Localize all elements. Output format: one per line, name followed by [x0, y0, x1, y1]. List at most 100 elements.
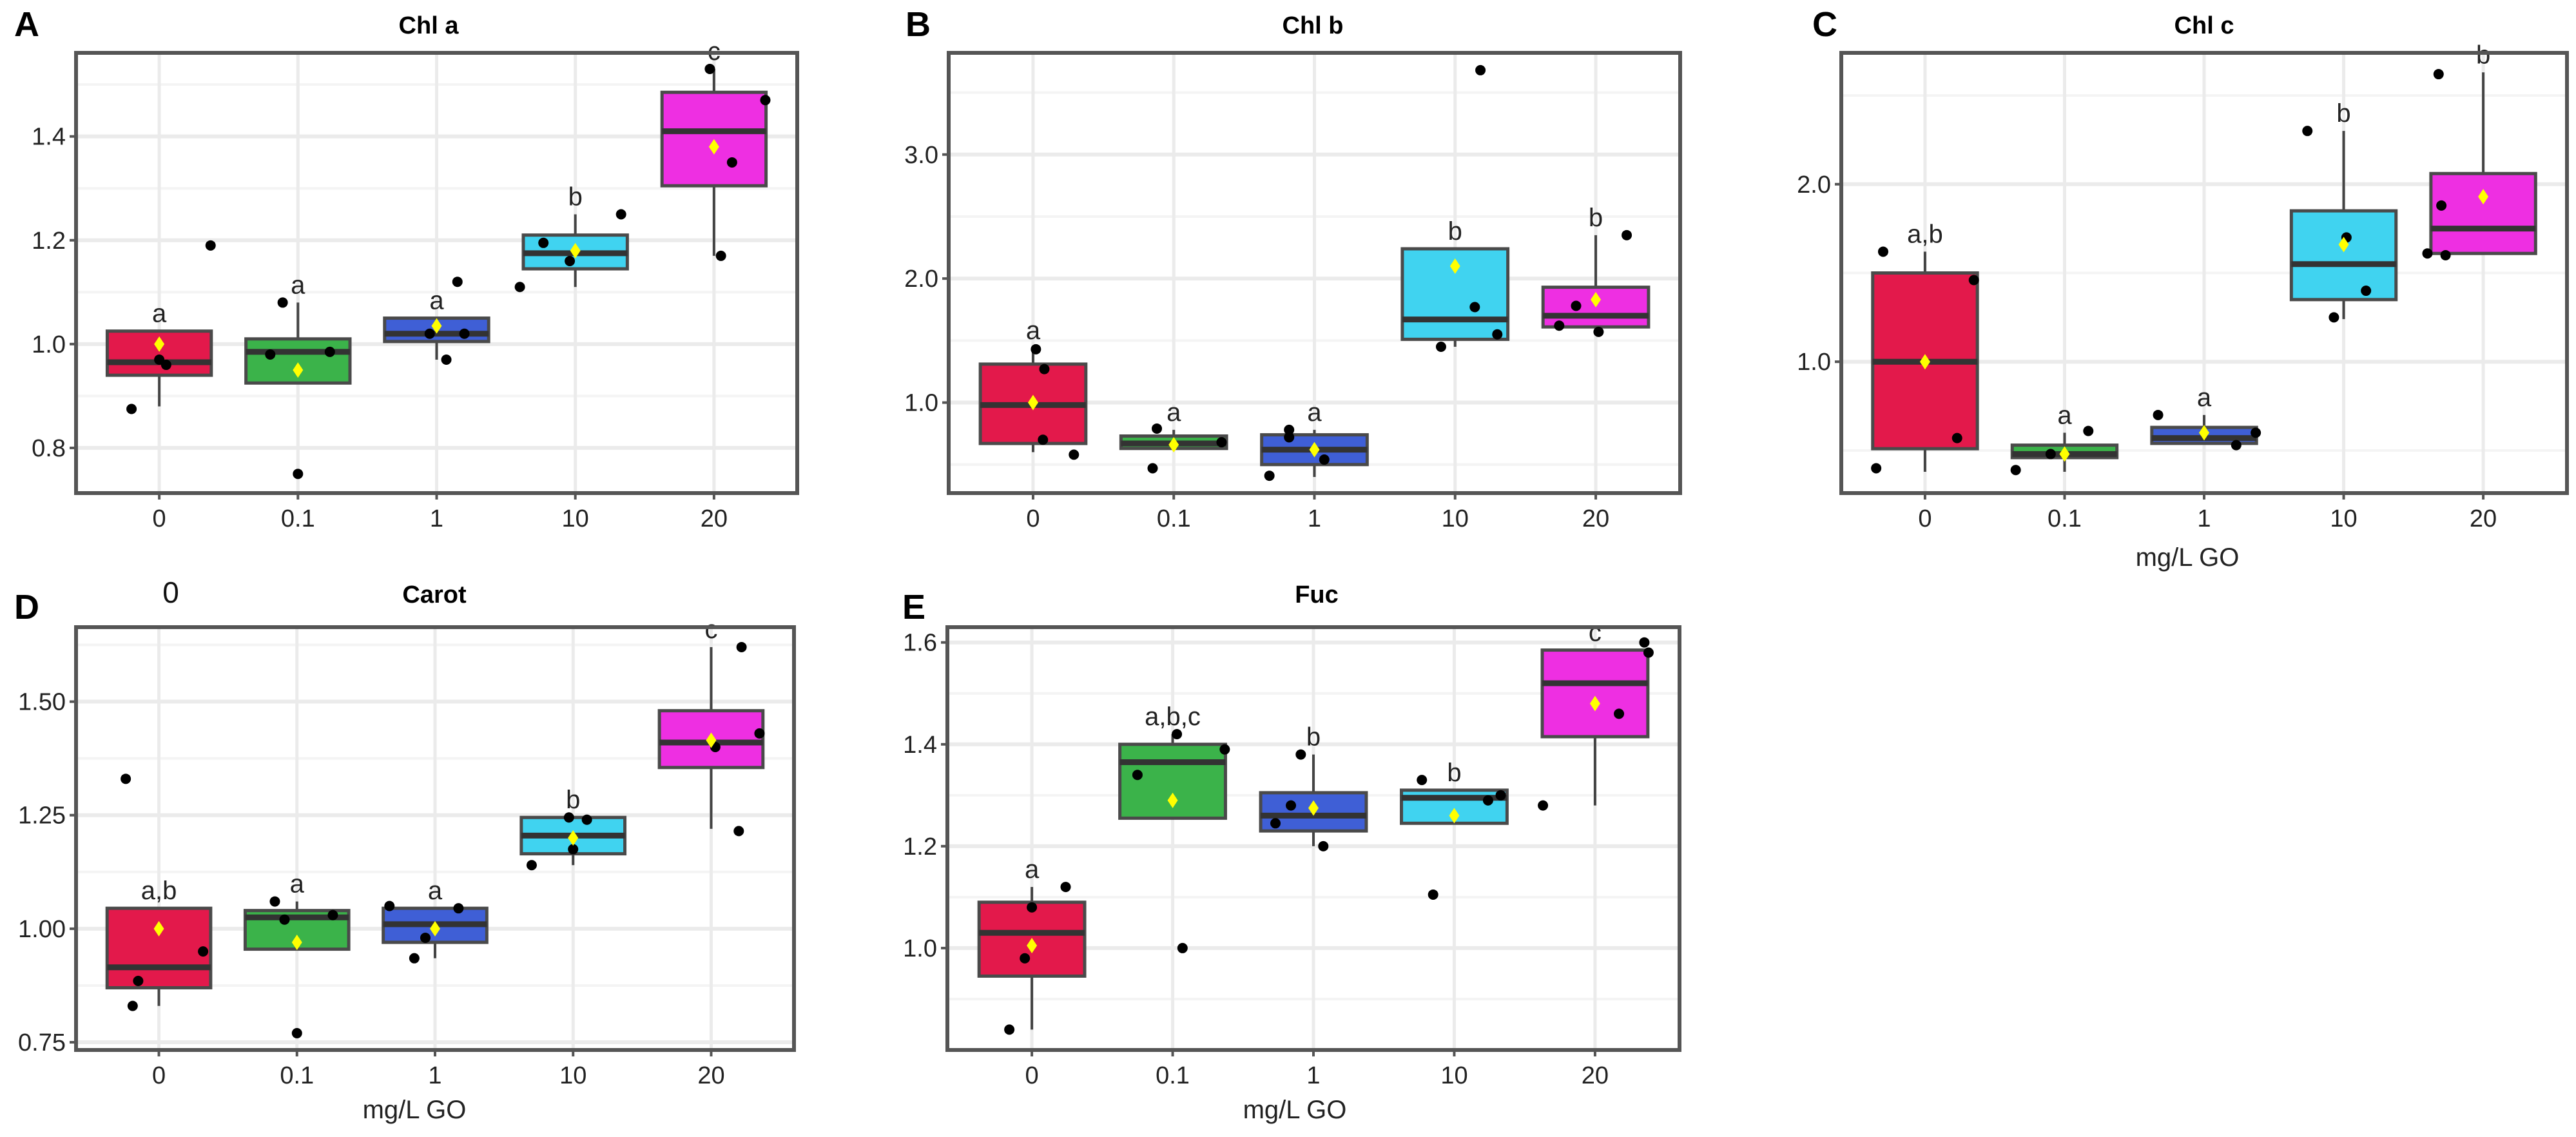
significance-letter: b: [1447, 759, 1461, 787]
significance-letter: a: [429, 287, 444, 315]
y-tick-label: 1.0: [32, 331, 66, 358]
data-point: [324, 346, 335, 357]
box-group-10: b: [1400, 64, 1510, 352]
mean-marker: [570, 242, 581, 258]
data-point: [1152, 423, 1163, 434]
data-point: [754, 728, 765, 739]
box-group-20: b: [2422, 41, 2537, 260]
data-point: [2153, 409, 2164, 420]
panel-frame: [947, 51, 1682, 495]
data-point: [293, 469, 304, 480]
data-point: [2433, 69, 2444, 80]
box-group-20: c: [660, 37, 771, 261]
panel-title: Chl c: [2174, 12, 2234, 39]
y-tick-label: 0.75: [18, 1029, 66, 1056]
significance-letter: a: [1025, 855, 1040, 884]
data-point: [563, 812, 574, 823]
data-point: [160, 360, 171, 371]
x-axis-label: mg/L GO: [363, 1096, 467, 1124]
significance-letter: a: [1026, 316, 1041, 345]
x-tick-label: 20: [1582, 505, 1609, 532]
data-point: [2329, 312, 2339, 323]
panel-letter: A: [14, 5, 39, 44]
panel-b: B Chl b 1.0 2.0 3.0 0 0.1 1 10 20 a a a b b: [904, 5, 1682, 532]
mean-marker: [430, 920, 440, 937]
significance-letter: b: [568, 182, 583, 211]
significance-letter: c: [704, 616, 717, 644]
data-point: [1264, 471, 1275, 481]
data-point: [2440, 249, 2451, 260]
box-group-1: b: [1259, 723, 1368, 851]
data-point: [409, 953, 420, 964]
data-point: [2361, 286, 2372, 296]
panel-letter: B: [905, 5, 931, 44]
data-point: [2302, 126, 2313, 137]
significance-letter: a,b: [1907, 220, 1943, 248]
data-point: [1060, 882, 1071, 893]
data-point: [452, 277, 463, 287]
mean-marker: [2199, 425, 2209, 441]
box: [2429, 171, 2537, 255]
panel-d: D Carot 0 0.75 1.00 1.25 1.50 0 0.1 1 10 20 mg/L GO a…: [14, 576, 796, 1124]
significance-letter: a: [291, 271, 305, 299]
box-group-0: a: [977, 855, 1087, 1035]
data-point: [1177, 942, 1188, 953]
data-point: [526, 860, 537, 871]
data-point: [2422, 248, 2433, 259]
y-tick-label: 1.4: [32, 124, 66, 151]
x-tick-label: 20: [701, 505, 728, 532]
data-point: [565, 255, 576, 266]
x-tick-label: 0: [1026, 505, 1040, 532]
data-point: [2083, 425, 2094, 436]
y-tick-label: 2.0: [1797, 171, 1831, 199]
box-group-0: a,b: [1871, 220, 1979, 474]
x-tick-label: 0: [1025, 1062, 1039, 1089]
significance-letter: a: [152, 300, 167, 328]
significance-letter: c: [1589, 619, 1602, 647]
mean-marker: [1167, 792, 1178, 808]
y-tick-label: 1.2: [903, 833, 937, 860]
data-point: [1538, 800, 1549, 811]
box-group-0: a,b: [105, 773, 213, 1011]
data-point: [127, 1000, 138, 1011]
y-tick-label: 1.00: [18, 916, 66, 943]
x-tick-label: 10: [2330, 505, 2357, 532]
x-axis-label: mg/L GO: [1243, 1096, 1347, 1124]
mean-marker: [1027, 937, 1038, 953]
box: [105, 906, 213, 989]
data-point: [1031, 344, 1041, 355]
mean-marker: [1919, 354, 1930, 370]
data-point: [1435, 341, 1446, 352]
panel-letter: C: [1812, 5, 1837, 44]
box-group-10: b: [1400, 759, 1509, 900]
data-point: [1038, 434, 1049, 445]
data-point: [1482, 795, 1493, 806]
x-tick-label: 1: [2197, 505, 2211, 532]
data-point: [1951, 432, 1962, 443]
x-tick-label: 1: [1308, 505, 1321, 532]
x-tick-label: 1: [1306, 1062, 1320, 1089]
data-point: [1643, 647, 1654, 658]
stray-annotation: 0: [162, 576, 179, 609]
data-point: [1319, 454, 1330, 465]
mean-marker: [1027, 394, 1038, 411]
mean-marker: [706, 732, 717, 748]
panel-title: Chl b: [1283, 12, 1344, 39]
data-point: [1284, 424, 1295, 435]
data-point: [581, 814, 592, 825]
data-point: [1571, 300, 1582, 311]
x-tick-label: 0.1: [1156, 1062, 1190, 1089]
data-point: [1172, 728, 1183, 739]
data-point: [384, 900, 395, 911]
mean-marker: [2059, 446, 2070, 462]
mean-marker: [708, 139, 719, 155]
data-point: [1622, 229, 1632, 240]
mean-marker: [1308, 800, 1319, 816]
x-tick-label: 0.1: [1157, 505, 1191, 532]
data-point: [1132, 770, 1143, 781]
mean-marker: [1591, 291, 1602, 307]
mean-marker: [1449, 258, 1460, 274]
mean-marker: [1589, 695, 1600, 712]
x-tick-label: 1: [430, 505, 443, 532]
box-group-0.1: a: [1119, 398, 1228, 474]
